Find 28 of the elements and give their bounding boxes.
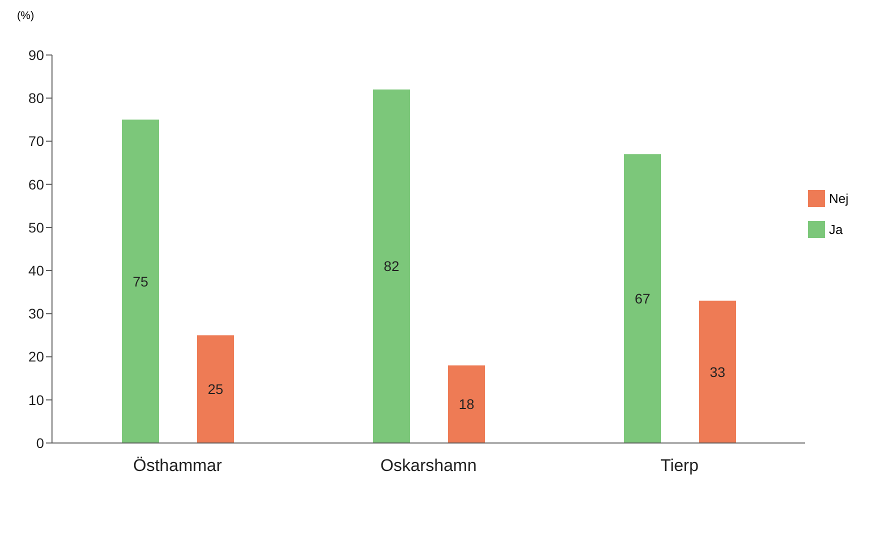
bar bbox=[448, 365, 485, 443]
bar bbox=[373, 89, 410, 443]
y-axis-title: (%) bbox=[17, 10, 34, 22]
y-tick-label: 30 bbox=[28, 306, 44, 322]
y-tick-label: 80 bbox=[28, 90, 44, 106]
x-tick-label: Östhammar bbox=[133, 456, 222, 476]
data-label: 18 bbox=[458, 396, 474, 412]
y-tick-label: 0 bbox=[36, 434, 44, 451]
bar bbox=[197, 335, 234, 443]
x-tick-label: Tierp bbox=[660, 456, 699, 476]
data-label: 82 bbox=[384, 258, 400, 274]
y-tick-label: 20 bbox=[28, 348, 44, 365]
x-tick-label: Oskarshamn bbox=[380, 456, 477, 476]
y-tick-label: 10 bbox=[28, 392, 44, 408]
y-tick-label: 40 bbox=[28, 262, 44, 279]
legend-label: Nej bbox=[829, 191, 849, 206]
data-label: 25 bbox=[208, 381, 224, 398]
bar bbox=[122, 120, 159, 443]
y-tick-label: 60 bbox=[28, 176, 44, 192]
y-tick-label: 90 bbox=[28, 46, 44, 63]
legend-label: Ja bbox=[829, 222, 843, 237]
bar bbox=[699, 300, 736, 443]
data-label: 33 bbox=[710, 364, 726, 380]
data-label: 67 bbox=[634, 290, 650, 307]
y-tick-label: 50 bbox=[28, 219, 44, 236]
data-label: 75 bbox=[132, 273, 148, 290]
y-tick-label: 70 bbox=[28, 133, 44, 150]
bar bbox=[624, 154, 661, 443]
